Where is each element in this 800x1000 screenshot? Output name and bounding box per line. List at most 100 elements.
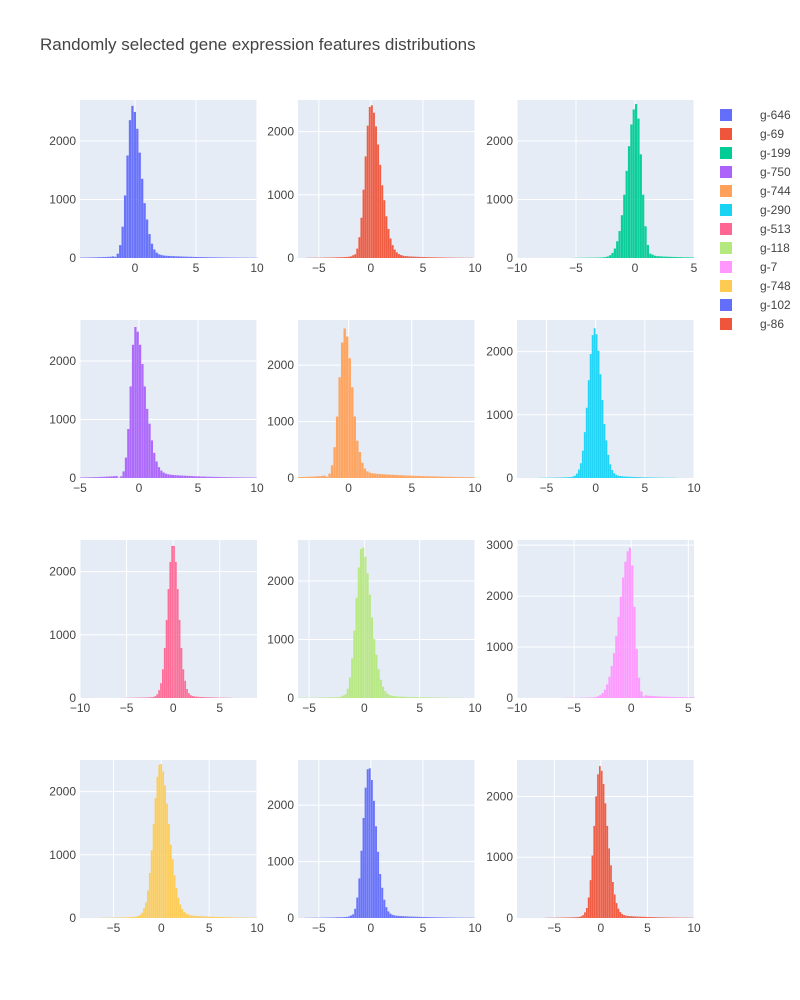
histogram-bar (110, 476, 113, 478)
histogram-bar (338, 377, 341, 478)
legend-swatch (720, 318, 732, 330)
histogram-bar (400, 255, 402, 258)
histogram-bar (568, 477, 570, 478)
legend-item-g-7[interactable]: g-7 (720, 260, 778, 274)
histogram-bar (434, 476, 437, 478)
legend-item-g-646[interactable]: g-646 (720, 108, 791, 122)
legend-item-g-748[interactable]: g-748 (720, 279, 791, 293)
histogram-bar (328, 697, 332, 698)
histogram-bar (113, 476, 116, 478)
histogram-bar (313, 476, 316, 478)
histogram-bar (152, 824, 155, 918)
histogram-bar (686, 257, 690, 258)
histogram-bar (375, 126, 377, 258)
histogram-bar (410, 916, 413, 918)
x-tick-label: 0 (597, 921, 604, 935)
legend-item-g-513[interactable]: g-513 (720, 222, 791, 236)
panel-g-744: 0 1000 2000 0 5 10 (267, 320, 482, 495)
legend-item-g-118[interactable]: g-118 (720, 241, 790, 255)
histogram-bar (419, 476, 422, 478)
x-tick-label: 10 (250, 921, 264, 935)
histogram-bar (670, 696, 673, 698)
histogram-bar (429, 917, 432, 918)
legend-swatch (720, 166, 732, 178)
histogram-bar (108, 476, 111, 478)
legend-item-g-102[interactable]: g-102 (720, 298, 791, 312)
histogram-bar (101, 476, 104, 478)
histogram-bar (221, 477, 224, 478)
histogram-bar (168, 824, 170, 918)
y-tick-label: 0 (69, 251, 76, 265)
histogram-bar (323, 475, 326, 478)
x-tick-label: 5 (691, 261, 698, 275)
histogram-bar (148, 697, 151, 698)
histogram-bar (625, 476, 627, 478)
legend-item-g-69[interactable]: g-69 (720, 127, 784, 141)
histogram-bar (667, 696, 670, 698)
chart-title: Randomly selected gene expression featur… (40, 35, 476, 54)
histogram-bar (143, 386, 146, 478)
histogram-bar (125, 917, 128, 918)
y-tick-label: 1000 (267, 855, 294, 869)
histogram-bar (406, 696, 409, 698)
legend-item-g-744[interactable]: g-744 (720, 184, 791, 198)
histogram-bar (245, 477, 248, 478)
histogram-bar (178, 619, 181, 698)
histogram-bar (141, 178, 144, 258)
histogram-bar (189, 695, 192, 698)
y-tick-label: 0 (69, 911, 76, 925)
legend-item-g-290[interactable]: g-290 (720, 203, 791, 217)
histogram-bar (160, 470, 163, 478)
histogram-bar (619, 912, 622, 918)
histogram-bar (172, 474, 175, 478)
histogram-bar (658, 917, 661, 918)
histogram-bar (592, 697, 595, 698)
x-tick-label: 5 (641, 481, 648, 495)
histogram-bar (399, 696, 402, 698)
histogram-bar (560, 477, 563, 478)
histogram-bar (660, 256, 664, 258)
histogram-bar (202, 697, 205, 698)
x-tick-label: 0 (628, 701, 635, 715)
histogram-bar (615, 474, 618, 478)
legend-item-g-86[interactable]: g-86 (720, 317, 784, 331)
histogram-bar (626, 915, 629, 918)
histogram-bar (91, 477, 95, 478)
histogram-bar (615, 636, 618, 698)
histogram-bar (139, 914, 142, 918)
histogram-bar (354, 254, 357, 258)
histogram-bar (175, 888, 178, 918)
histogram-bars (298, 547, 464, 698)
histogram-bar (419, 697, 422, 698)
histogram-bar (97, 257, 100, 258)
histogram-bar (583, 432, 586, 478)
histogram-bars (99, 764, 258, 918)
histogram-bar (329, 257, 332, 258)
histogram-bar (331, 917, 334, 918)
histogram-bar (347, 256, 350, 258)
histogram-bar (665, 256, 668, 258)
histogram-bar (186, 689, 188, 698)
plot-background (298, 760, 475, 918)
legend-item-g-199[interactable]: g-199 (720, 146, 791, 160)
histogram-bar (406, 475, 410, 478)
histogram-bar (665, 696, 668, 698)
histogram-bar (582, 915, 584, 918)
y-tick-label: 2000 (267, 574, 294, 588)
panel-g-748: 0 1000 2000 −5 0 5 10 (49, 760, 264, 935)
histogram-bar (662, 917, 665, 918)
legend-item-g-750[interactable]: g-750 (720, 165, 791, 179)
histogram-bar (656, 696, 659, 698)
y-tick-label: 2000 (49, 134, 76, 148)
histogram-bar (581, 450, 584, 478)
histogram-bar (163, 647, 166, 698)
histogram-bar (406, 256, 409, 258)
histogram-bar (137, 916, 140, 918)
histogram-bar (411, 475, 415, 478)
histogram-bar (199, 257, 202, 258)
histogram-bar (303, 476, 306, 478)
legend-label: g-199 (760, 146, 791, 160)
histogram-bar (185, 913, 188, 918)
histogram-bar (428, 697, 431, 698)
x-tick-label: 10 (687, 921, 701, 935)
